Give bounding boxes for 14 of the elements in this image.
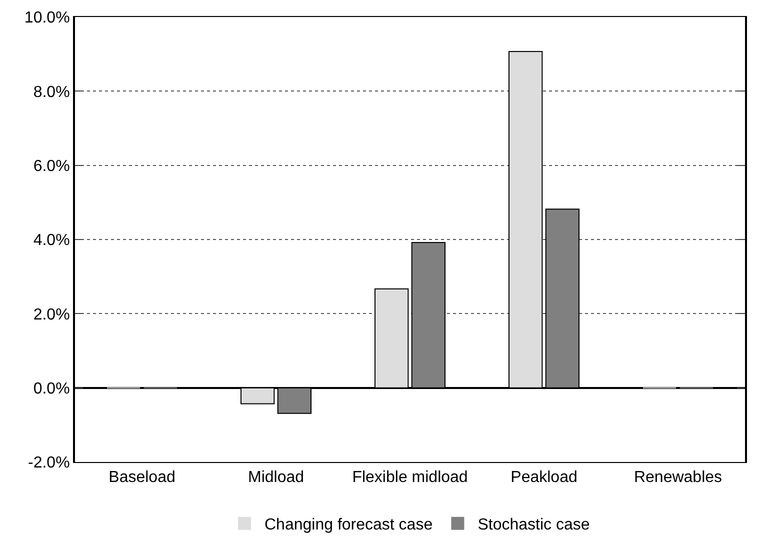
y-tick-label: 0.0% (33, 380, 70, 398)
legend-label: Changing forecast case (264, 516, 433, 534)
y-tick-label: 6.0% (33, 158, 70, 175)
x-tick-label: Renewables (634, 469, 722, 486)
y-tick-label: 10.0% (24, 10, 70, 27)
x-tick-label: Midload (248, 469, 304, 486)
x-tick-label: Peakload (510, 469, 578, 486)
legend-label: Stochastic case (478, 516, 590, 534)
y-tick-label: 8.0% (33, 84, 70, 101)
y-tick-label: -2.0% (28, 454, 70, 472)
x-tick-label: Flexible midload (352, 469, 468, 486)
y-tick-label: 4.0% (33, 232, 70, 250)
x-tick-label: Baseload (108, 469, 176, 486)
y-tick-label: 2.0% (33, 306, 70, 324)
